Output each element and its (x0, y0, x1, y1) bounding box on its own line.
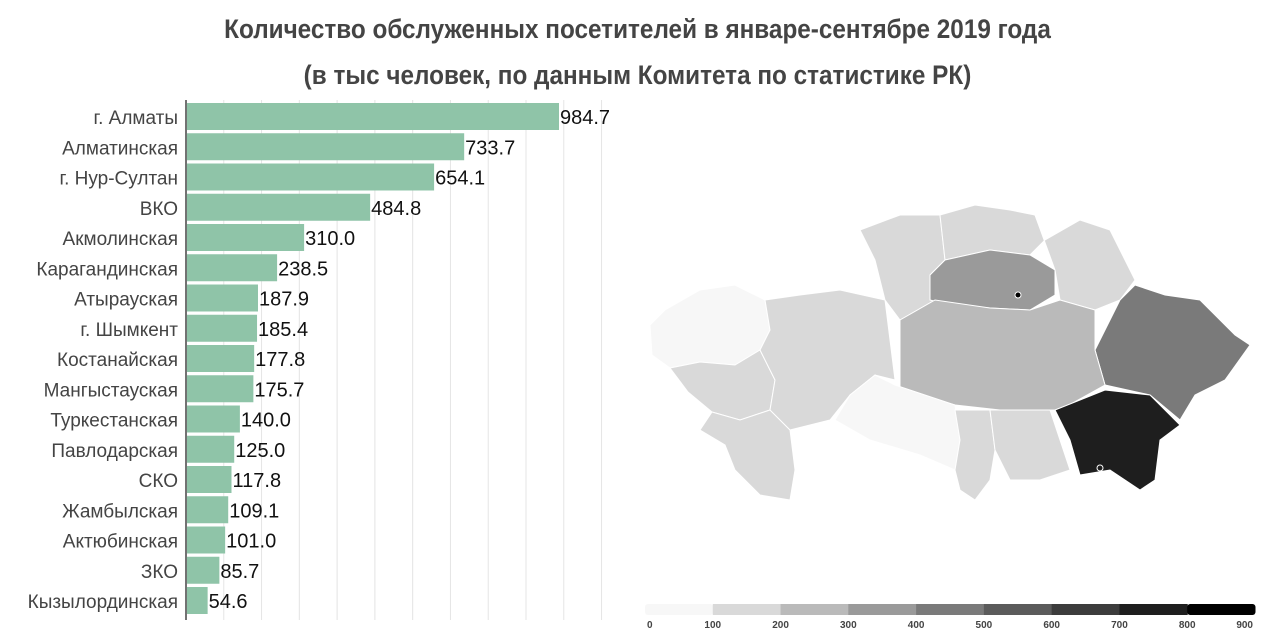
category-label: Мангыстауская (44, 380, 178, 401)
bar (187, 284, 258, 312)
bar (187, 224, 305, 251)
region-karaganda (899, 299, 1106, 411)
chart-subtitle: (в тыс человек, по данным Комитета по ст… (303, 60, 972, 90)
kazakhstan-map (649, 204, 1251, 501)
category-label: Акмолинская (63, 229, 178, 250)
bar (187, 405, 240, 433)
city-nur-sultan (1014, 291, 1022, 299)
legend-tick: 700 (1111, 620, 1128, 631)
category-label: Актюбинская (63, 532, 178, 553)
category-label: г. Алматы (94, 108, 179, 129)
legend-swatch (780, 604, 849, 615)
region-mangystau (699, 409, 796, 501)
category-label: Алматинская (62, 138, 178, 159)
legend-tick: 800 (1179, 620, 1196, 631)
value-label: 101.0 (226, 531, 276, 553)
region-akmola (929, 249, 1056, 311)
value-label: 85.7 (220, 561, 259, 583)
region-zhambyl (989, 409, 1071, 481)
value-label: 185.4 (258, 319, 308, 341)
bar (187, 193, 371, 221)
legend-swatch (983, 604, 1053, 615)
bar (187, 556, 220, 584)
value-label: 117.8 (233, 470, 282, 492)
bar (187, 435, 235, 463)
value-label: 187.9 (259, 289, 309, 311)
bar (187, 163, 435, 191)
region-almaty (1054, 389, 1181, 491)
legend-tick: 100 (704, 620, 721, 631)
value-label: 984.7 (560, 107, 610, 129)
category-label: Атырауская (74, 290, 178, 311)
category-label: Карагандинская (36, 259, 178, 280)
region-turkestan (954, 409, 996, 501)
value-label: 654.1 (435, 168, 485, 190)
bar (187, 496, 229, 524)
value-label: 310.0 (305, 228, 355, 250)
category-label: Павлодарская (51, 441, 178, 462)
legend-tick: 500 (976, 620, 993, 631)
legend-swatch (1119, 604, 1188, 615)
category-label: г. Нур-Султан (59, 169, 178, 190)
legend-swatch (1187, 604, 1256, 615)
legend-swatch (645, 604, 714, 615)
category-label: г. Шымкент (80, 320, 178, 341)
category-label: Кызылординская (28, 592, 178, 613)
legend-tick: 300 (840, 620, 857, 631)
value-label: 733.7 (465, 137, 515, 159)
bar (187, 587, 208, 614)
value-label: 54.6 (209, 591, 248, 613)
bar (187, 133, 465, 161)
value-label: 238.5 (278, 258, 328, 280)
legend-swatch (1051, 604, 1120, 615)
legend-tick: 400 (908, 620, 925, 631)
value-label: 140.0 (241, 410, 291, 432)
category-label: Костанайская (57, 350, 178, 371)
value-label: 177.8 (255, 349, 305, 371)
category-label: Жамбылская (62, 501, 178, 522)
value-label: 484.8 (371, 198, 421, 220)
region-pavlodar (1034, 214, 1136, 311)
bar (187, 314, 258, 342)
bar (187, 526, 226, 554)
category-label: Туркестанская (50, 411, 178, 432)
legend-tick: 600 (1043, 620, 1060, 631)
bar (187, 345, 255, 372)
bar (187, 466, 232, 493)
legend-swatch (916, 604, 985, 615)
value-label: 175.7 (254, 379, 304, 401)
legend-swatch (712, 604, 782, 615)
legend-tick: 0 (647, 620, 653, 631)
bar (187, 103, 559, 130)
legend-tick: 200 (772, 620, 789, 631)
legend-swatch (848, 604, 917, 615)
legend-tick: 900 (1236, 620, 1253, 631)
chart-title: Количество обслуженных посетителей в янв… (224, 14, 1051, 44)
value-label: 125.0 (235, 440, 285, 462)
category-label: ВКО (140, 199, 178, 220)
city-almaty (1096, 464, 1104, 472)
bar (187, 254, 278, 282)
value-label: 109.1 (229, 500, 279, 522)
category-label: СКО (139, 471, 178, 492)
category-label: ЗКО (141, 562, 178, 583)
bar (187, 375, 254, 403)
